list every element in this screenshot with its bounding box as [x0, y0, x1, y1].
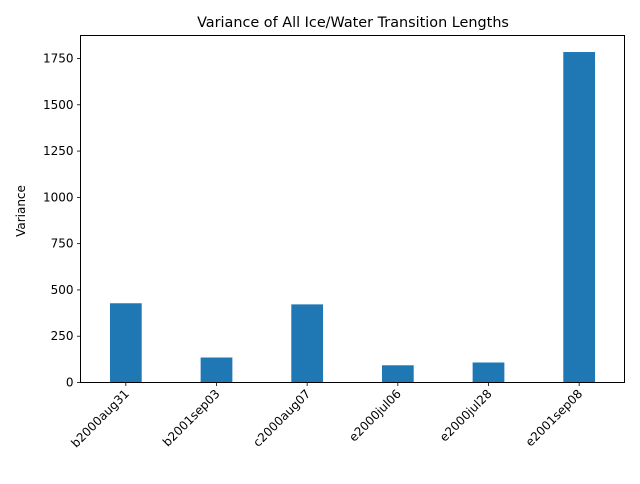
plot-frame [80, 35, 625, 383]
y-tick-label: 500 [51, 283, 74, 297]
x-tick-label: e2000jul28 [437, 387, 495, 445]
x-tick-label: b2000aug31 [68, 387, 132, 451]
bar-c2000aug07 [291, 304, 324, 383]
bar-e2000jul06 [381, 365, 414, 383]
x-axis-ticks: b2000aug31 b2001sep03 c2000aug07 e2000jul06… [68, 382, 586, 451]
y-tick-label: 1250 [43, 144, 74, 158]
bar-b2000aug31 [109, 303, 142, 383]
y-tick-label: 0 [66, 376, 74, 390]
y-tick-label: 750 [51, 237, 74, 251]
x-tick-label: b2001sep03 [160, 387, 223, 450]
x-tick-label: c2000aug07 [250, 387, 313, 450]
x-tick-label: e2001sep08 [523, 387, 586, 450]
y-tick-label: 1750 [43, 52, 74, 66]
y-axis-ticks: 0 250 500 750 1000 1250 1500 1750 [43, 52, 81, 390]
y-tick-label: 1000 [43, 190, 74, 204]
bars-layer [109, 52, 596, 383]
y-axis-label: Variance [14, 185, 28, 237]
bar-e2001sep08 [563, 52, 596, 383]
chart-title: Variance of All Ice/Water Transition Len… [197, 15, 509, 31]
bar-b2001sep03 [200, 357, 233, 383]
y-tick-label: 1500 [43, 98, 74, 112]
x-tick-label: e2000jul06 [346, 387, 404, 445]
y-tick-label: 250 [51, 329, 74, 343]
bar-e2000jul28 [472, 362, 505, 383]
